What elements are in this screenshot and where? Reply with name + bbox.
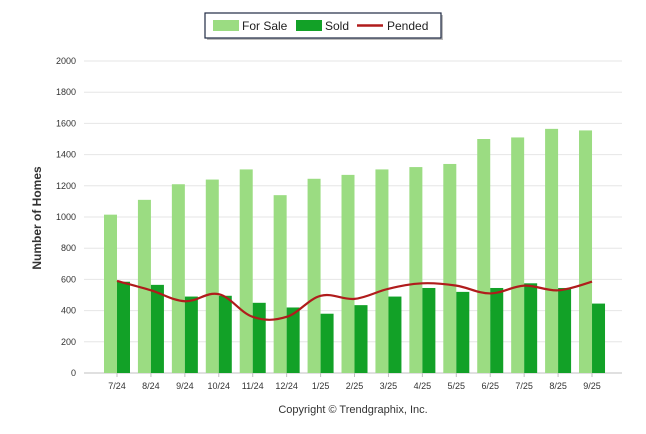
bar-sold (286, 307, 300, 373)
legend-swatch-sold (296, 20, 322, 31)
bar-sold (218, 295, 232, 373)
legend: For Sale Sold Pended (204, 12, 443, 40)
bar-for-sale (579, 130, 593, 373)
bar-for-sale (239, 169, 253, 373)
legend-label-sold: Sold (325, 19, 349, 33)
bar-sold (490, 287, 504, 373)
y-tick-label: 1200 (56, 181, 76, 191)
x-tick-label: 4/25 (414, 381, 432, 391)
pended-line-group (116, 279, 593, 321)
bar-for-sale (511, 137, 525, 373)
bar-sold (388, 296, 402, 373)
bar-sold (354, 305, 368, 373)
bar-sold (150, 284, 164, 373)
y-tick-label: 2000 (56, 56, 76, 66)
legend-box (204, 12, 442, 39)
bar-for-sale (477, 139, 491, 373)
x-tick-label: 3/25 (380, 381, 398, 391)
x-axis: 7/24 8/24 9/24 10/24 11/24 12/24 1/25 2/25 3/25 4… (108, 373, 601, 391)
bar-for-sale (409, 167, 423, 373)
bar-for-sale (171, 184, 185, 373)
x-tick-label: 8/25 (549, 381, 567, 391)
bar-for-sale (104, 214, 117, 373)
copyright-text: Copyright © Trendgraphix, Inc. (278, 404, 427, 416)
y-tick-label: 800 (61, 243, 76, 253)
bar-for-sale (205, 179, 219, 373)
y-tick-label: 1800 (56, 87, 76, 97)
x-tick-label: 2/25 (346, 381, 364, 391)
legend-label-for-sale: For Sale (242, 19, 288, 33)
y-tick-label: 1600 (56, 118, 76, 128)
bar-sold (252, 302, 266, 373)
bar-for-sale (273, 195, 287, 373)
bar-sold (320, 313, 334, 373)
x-tick-label: 7/25 (515, 381, 533, 391)
bar-sold (592, 303, 606, 373)
x-tick-label: 12/24 (275, 381, 298, 391)
bar-for-sale (341, 174, 355, 373)
x-tick-label: 9/24 (176, 381, 194, 391)
y-tick-label: 1400 (56, 150, 76, 160)
bar-for-sale (375, 169, 389, 373)
bar-sold (558, 287, 572, 373)
pended-line (116, 279, 593, 321)
y-axis-label: Number of Homes (30, 166, 44, 270)
legend-swatch-for-sale (213, 20, 239, 31)
bar-sold (184, 296, 198, 373)
x-tick-label: 5/25 (448, 381, 466, 391)
bar-for-sale (137, 199, 151, 373)
bar-for-sale (443, 163, 457, 373)
legend-label-pended: Pended (387, 19, 428, 33)
x-tick-label: 11/24 (242, 381, 264, 391)
y-tick-label: 600 (61, 274, 76, 284)
x-tick-label: 10/24 (208, 381, 231, 391)
bar-sold (117, 281, 130, 373)
bar-sold (422, 287, 436, 373)
bar-for-sale (545, 128, 559, 373)
bars (104, 128, 606, 373)
bar-sold (456, 291, 470, 373)
y-tick-label: 200 (61, 337, 76, 347)
x-tick-label: 7/24 (108, 381, 126, 391)
bar-sold (524, 283, 538, 373)
y-tick-label: 0 (71, 368, 76, 378)
y-tick-label: 400 (61, 306, 76, 316)
x-tick-label: 8/24 (142, 381, 160, 391)
x-tick-label: 6/25 (481, 381, 499, 391)
y-axis: 0 200 400 600 800 1000 1200 1400 1600 1800 2000 (56, 56, 76, 378)
bar-for-sale (307, 178, 321, 373)
x-tick-label: 1/25 (312, 381, 330, 391)
x-tick-label: 9/25 (583, 381, 601, 391)
y-tick-label: 1000 (56, 212, 76, 222)
